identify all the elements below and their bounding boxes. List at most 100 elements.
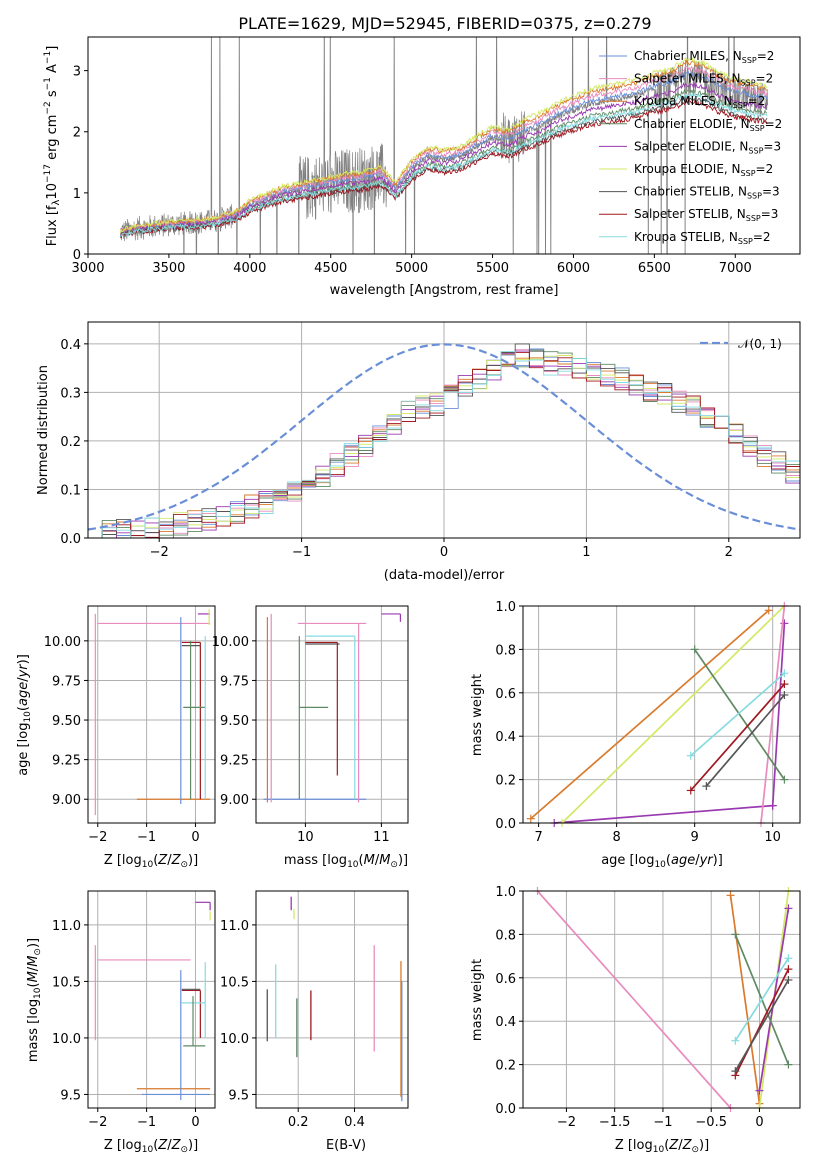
- weight-line-kroupa-stelib: [690, 672, 785, 757]
- y-tick-label: 1.0: [495, 600, 516, 615]
- y-tick-label: 9.50: [220, 714, 249, 729]
- mass-z-x-label: Z [log10(Z/Z⊙)]: [104, 1138, 198, 1155]
- x-tick-label: 8: [612, 830, 620, 845]
- y-tick-label: 9.5: [60, 1088, 81, 1103]
- y-tick-label: 11.0: [52, 919, 81, 934]
- grid-lines: [256, 606, 408, 823]
- y-tick-label: 9.50: [52, 714, 81, 729]
- figure-title: PLATE=1629, MJD=52945, FIBERID=0375, z=0…: [238, 14, 651, 33]
- weight-line-salpeter-stelib: [690, 683, 786, 792]
- legend-label: Salpeter STELIB, NSSP=3: [634, 207, 778, 223]
- x-tick-label: 6500: [638, 261, 671, 276]
- y-tick-label: 9.75: [220, 674, 249, 689]
- panel-frame: [255, 605, 409, 824]
- y-tick-label: 1.0: [495, 885, 516, 900]
- y-tick-label: 0.4: [60, 338, 81, 353]
- spectrum-legend: Chabrier MILES, NSSP=2 Salpeter MILES, NS…: [599, 49, 782, 246]
- panel-frame: [522, 890, 801, 1109]
- y-tick-label: 9.5: [228, 1088, 249, 1103]
- legend-label-rest: =2: [753, 230, 771, 244]
- x-tick-label: 11: [373, 830, 390, 845]
- mass-ebv-x-label: E(B-V): [326, 1138, 366, 1153]
- x-tick-label: 1: [582, 545, 590, 560]
- x-tick-label: 0: [191, 830, 199, 845]
- x-tick-label: 2: [725, 545, 733, 560]
- weight-age-y-label: mass weight: [470, 674, 485, 756]
- y-tick-label: 2: [73, 126, 81, 141]
- y-tick-label: 0.8: [495, 643, 516, 658]
- weight-line-kroupa-stelib: [734, 957, 790, 1042]
- x-tick-label: 7: [534, 830, 542, 845]
- age-z-y-label: age [log10(age/yr)]: [16, 654, 33, 776]
- x-tick-label: −1: [292, 545, 311, 560]
- weight-line-kroupa-elodie: [561, 605, 785, 824]
- x-tick-label: 4000: [233, 261, 266, 276]
- x-tick-label: −1: [137, 830, 156, 845]
- grid-lines: [523, 890, 800, 1109]
- grid-lines: [256, 891, 408, 1108]
- legend-label-rest: =2: [748, 94, 766, 108]
- panel-frame: [87, 890, 216, 1109]
- x-tick-label: −0.5: [695, 1115, 727, 1130]
- spectrum-y-axis-label: Flux [fλ10−17 erg cm−2 s−1 A−1]: [43, 46, 62, 247]
- weight-line-chabrier-elodie: [693, 648, 786, 781]
- weight-line-salpeter-stelib: [734, 968, 790, 1076]
- x-tick-label: 0: [191, 1115, 199, 1130]
- ticks: 10 11 9.00 9.25 9.50 9.75 10.00: [212, 635, 390, 845]
- legend-label: 𝒩(0, 1): [738, 337, 782, 351]
- y-tick-label: 0: [73, 248, 81, 263]
- x-tick-label: −2: [557, 1115, 576, 1130]
- y-tick-label: 0.6: [495, 972, 516, 987]
- ticks: −2 −1 0 9.00 9.25 9.50 9.75 10.00: [44, 635, 200, 845]
- x-tick-label: −1: [137, 1115, 156, 1130]
- x-tick-label: 7000: [719, 261, 752, 276]
- ticks: 7 8 9 10 0.0 0.2 0.4 0.6 0.8 1.0: [495, 600, 781, 845]
- x-tick-label: 10: [764, 830, 781, 845]
- legend-label: Salpeter ELODIE, NSSP=3: [634, 139, 781, 155]
- y-tick-label: 0.0: [60, 532, 81, 547]
- y-tick-label: 9.25: [220, 754, 249, 769]
- legend-label-rest: =2: [757, 49, 775, 63]
- weight-z-x-label: Z [log10(Z/Z⊙)]: [615, 1138, 709, 1155]
- legend-label: Chabrier STELIB, NSSP=3: [634, 185, 780, 201]
- panel-frame: [522, 605, 801, 824]
- series: [94, 901, 211, 1101]
- legend-label-rest: =2: [756, 72, 774, 86]
- y-tick-label: 9.00: [52, 793, 81, 808]
- y-tick-label: 10.00: [212, 635, 249, 650]
- y-tick-label: 10.5: [52, 975, 81, 990]
- spectrum-x-ticks: 3000 3500 4000 4500 5000 5500 6000 6500 7000: [71, 254, 752, 276]
- series: [94, 609, 211, 816]
- legend-subscript: SSP: [738, 237, 753, 246]
- y-tick-label: 0.1: [60, 483, 81, 498]
- model-line-kroupa-elodie: [119, 56, 768, 234]
- x-tick-label: 0.4: [344, 1115, 365, 1130]
- y-tick-label: 10.5: [220, 975, 249, 990]
- y-tick-label: 10.00: [44, 635, 81, 650]
- x-tick-label: 9: [691, 830, 699, 845]
- mass-z-y-label: mass [log10(M/M⊙)]: [26, 938, 43, 1062]
- residual-series: [87, 343, 801, 539]
- legend-label: Chabrier ELODIE, NSSP=2: [634, 117, 782, 133]
- legend-label: Kroupa ELODIE, NSSP=2: [634, 162, 773, 178]
- ticks: −2 −1.5 −1 −0.5 0 0.0 0.2 0.4 0.6 0.8 1.0: [495, 885, 763, 1130]
- legend-label: Kroupa MILES, NSSP=2: [634, 94, 765, 110]
- x-tick-label: 0.2: [288, 1115, 309, 1130]
- residual-x-ticks: −2 −1 0 1 2: [150, 538, 733, 560]
- legend-subscript: SSP: [746, 214, 761, 223]
- ticks: 0.2 0.4 9.5 10.0 10.5 11.0: [220, 919, 365, 1130]
- series: [263, 613, 401, 803]
- y-tick-label: 10.0: [52, 1032, 81, 1047]
- weight-vs-Z-panel: −2 −1.5 −1 −0.5 0 0.0 0.2 0.4 0.6 0.8 1.0: [495, 885, 801, 1130]
- y-tick-label: 0.3: [60, 386, 81, 401]
- normal-curve: [87, 343, 801, 531]
- age-vs-mass-panel: 10 11 9.00 9.25 9.50 9.75 10.00: [212, 605, 409, 845]
- x-tick-label: 5500: [476, 261, 509, 276]
- x-tick-label: 10: [297, 830, 314, 845]
- weight-z-y-label: mass weight: [470, 959, 485, 1041]
- y-tick-label: 0.2: [60, 435, 81, 450]
- y-tick-label: 9.25: [52, 754, 81, 769]
- x-tick-label: −1: [653, 1115, 672, 1130]
- weight-age-x-label: age [log10(age/yr)]: [601, 853, 723, 870]
- model-line-salpeter-elodie: [119, 81, 768, 237]
